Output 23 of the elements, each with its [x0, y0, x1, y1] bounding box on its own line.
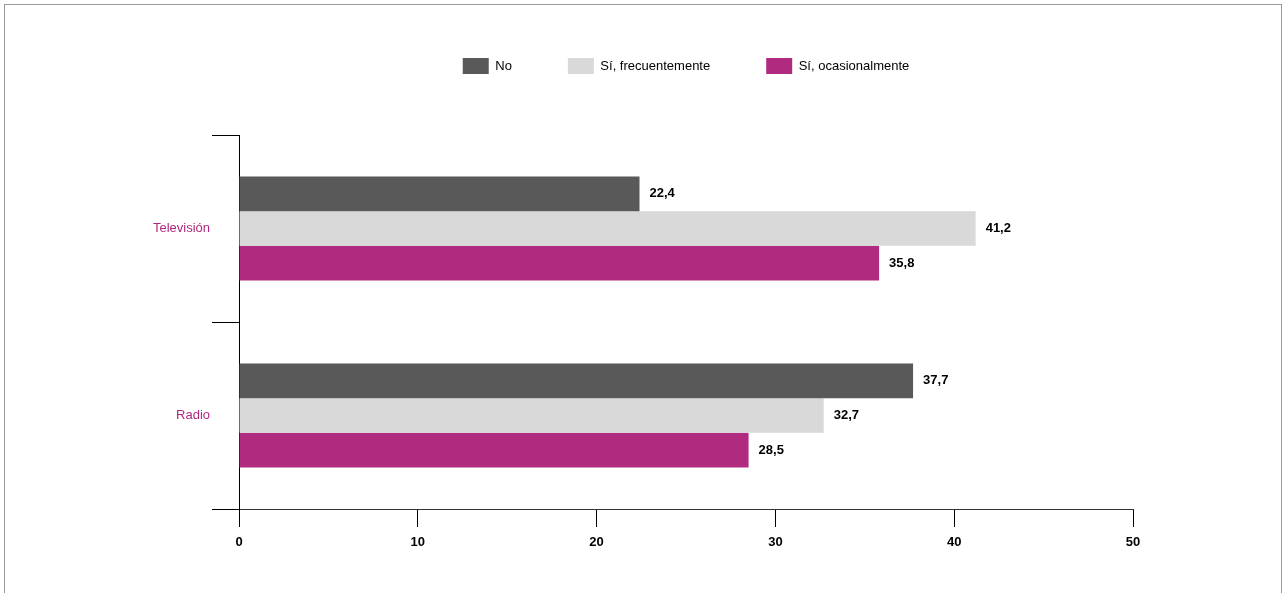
data-label: 22,4	[649, 185, 676, 201]
legend-label: Sí, ocasionalmente	[798, 57, 910, 73]
x-tick-label: 50	[1125, 534, 1141, 550]
data-label: 35,8	[889, 254, 915, 270]
x-tick-label: 40	[946, 534, 962, 550]
data-label: 28,5	[758, 441, 784, 457]
data-label: 41,2	[985, 220, 1011, 236]
x-tick-label: 0	[235, 534, 243, 550]
bar	[239, 245, 880, 281]
x-tick-label: 20	[589, 534, 604, 550]
legend-label: No	[495, 57, 512, 73]
y-tick-label: Televisión	[152, 220, 210, 236]
bar	[239, 432, 749, 468]
bar	[239, 176, 640, 212]
data-label: 32,7	[833, 407, 859, 423]
data-label: 37,7	[923, 372, 949, 388]
x-tick-label: 30	[768, 534, 783, 550]
y-tick-label: Radio	[176, 407, 210, 423]
bar	[239, 363, 914, 399]
legend-label: Sí, frecuentemente	[600, 57, 711, 73]
bar	[239, 398, 824, 433]
bar	[239, 211, 976, 246]
x-tick-label: 10	[410, 534, 426, 550]
